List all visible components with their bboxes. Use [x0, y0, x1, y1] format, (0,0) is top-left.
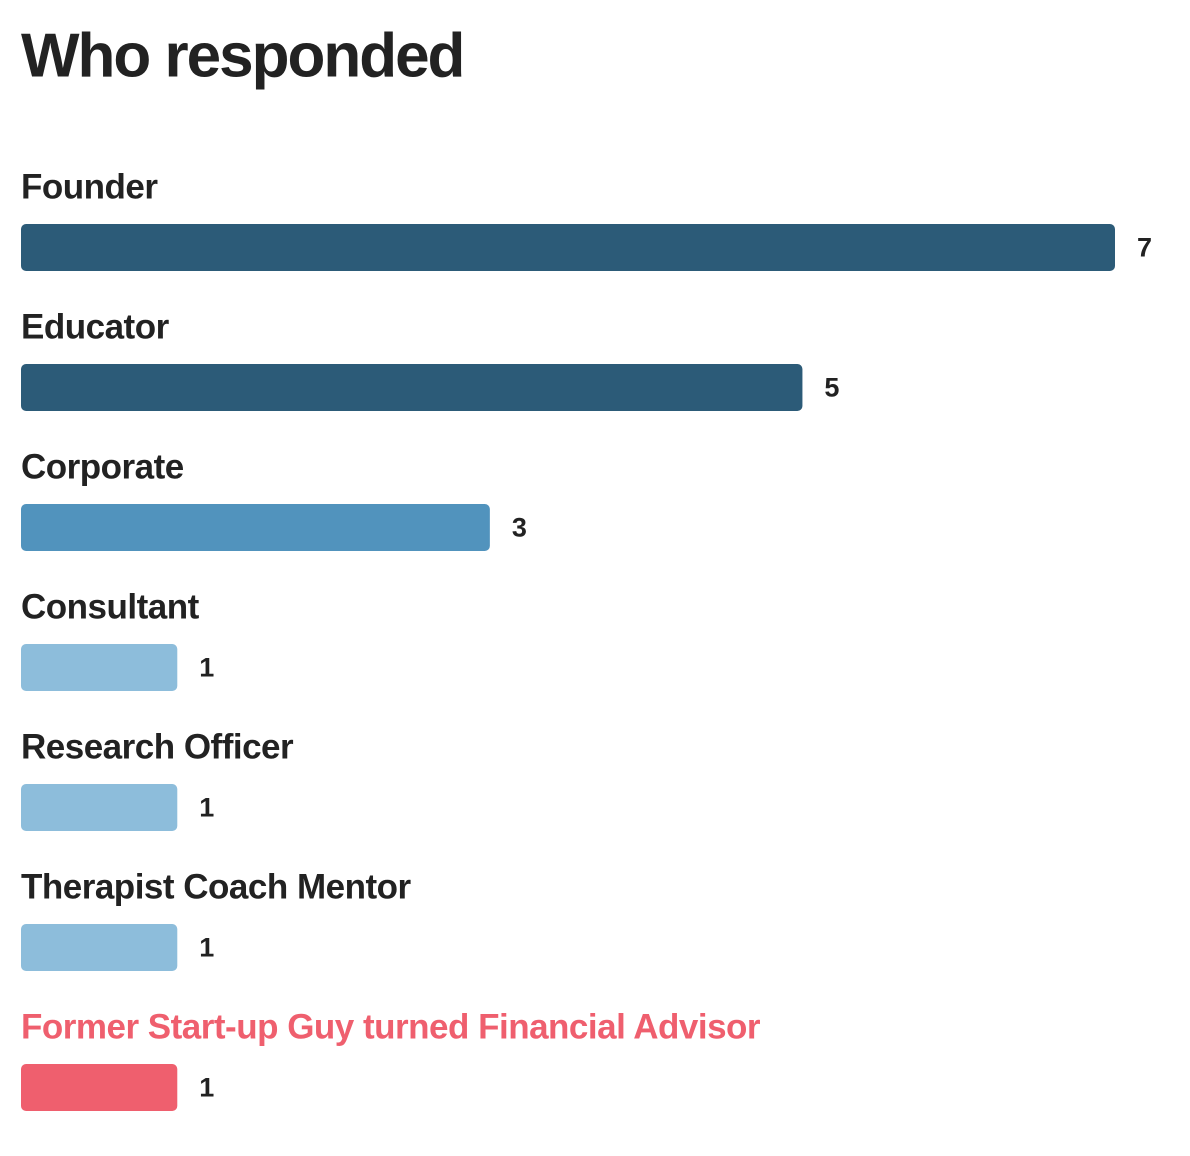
category-label: Therapist Coach Mentor	[21, 867, 411, 906]
bar	[21, 644, 178, 691]
bar	[21, 924, 178, 971]
bar	[21, 504, 490, 551]
value-label: 1	[199, 1073, 214, 1103]
category-label: Consultant	[21, 587, 200, 626]
value-label: 5	[824, 373, 839, 403]
value-label: 1	[199, 933, 214, 963]
bar	[21, 784, 178, 831]
bar	[21, 364, 803, 411]
category-label: Founder	[21, 167, 158, 206]
bar	[21, 224, 1115, 271]
category-label: Educator	[21, 307, 170, 346]
value-label: 1	[199, 793, 214, 823]
bar	[21, 1064, 178, 1111]
value-label: 3	[512, 513, 527, 543]
category-label: Corporate	[21, 447, 184, 486]
value-label: 7	[1137, 233, 1152, 263]
value-label: 1	[199, 653, 214, 683]
category-label: Former Start-up Guy turned Financial Adv…	[21, 1007, 761, 1046]
chart-title: Who responded	[21, 21, 463, 90]
category-label: Research Officer	[21, 727, 294, 766]
